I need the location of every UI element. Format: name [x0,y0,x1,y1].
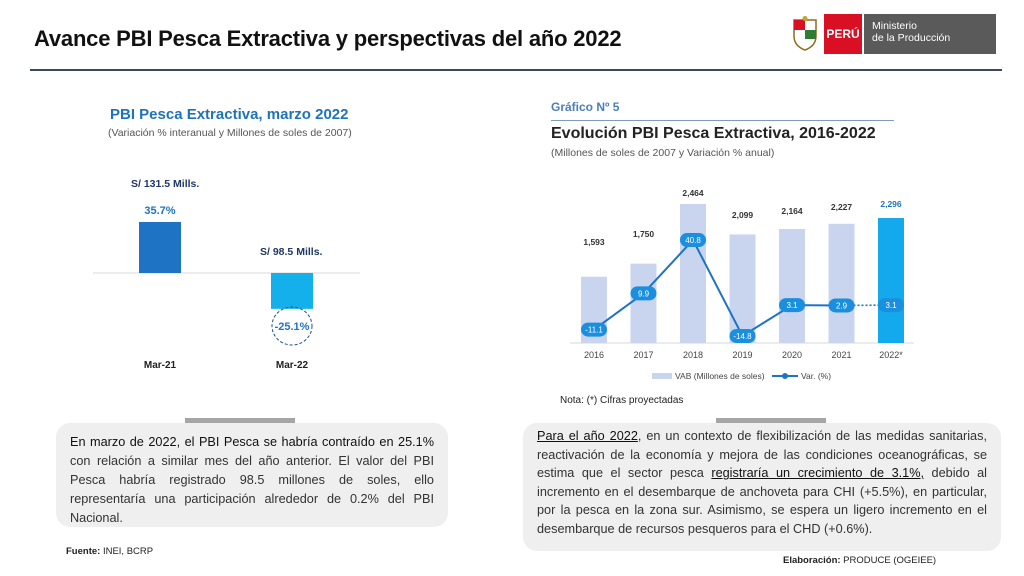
right-chart-point-marker [779,298,805,313]
right-chart-bar-label: 2,099 [732,210,754,220]
left-chart-highlight-circle [271,306,313,346]
left-box-tab [185,418,295,424]
chart-tag-divider [551,120,894,121]
right-chart-bar [878,218,904,343]
source-value: INEI, BCRP [100,546,154,557]
right-chart-bar-label: 2,464 [682,188,704,198]
right-chart-x-tick: 2019 [732,350,752,360]
left-chart-bar [139,222,181,273]
left-commentary-lead: En marzo de 2022, el PBI Pesca se habría… [70,435,434,449]
legend-bar-label: VAB (Millones de soles) [675,371,765,381]
right-chart-point-marker [680,233,706,247]
right-chart-point-marker [729,329,756,343]
right-chart-bar-label: 2,164 [781,206,803,216]
right-chart-bar [828,223,855,343]
coat-of-arms-icon [788,14,822,54]
legend-bar-swatch [652,373,672,379]
chart-number-tag: Gráfico Nº 5 [551,100,620,114]
right-chart-x-tick: 2018 [683,350,703,360]
peru-brand: PERÚ [822,14,862,54]
right-chart-point-label: -14.8 [733,332,752,341]
right-chart-bar-label: 1,593 [583,237,605,247]
right-commentary-lead: Para el año 2022 [537,429,638,443]
left-chart-x-tick: Mar-21 [144,360,177,371]
right-chart-bar [630,263,657,343]
right-chart-bar [680,204,706,343]
right-commentary-highlight: registraría un crecimiento de 3.1%, [711,466,925,480]
right-commentary-box: Para el año 2022, en un contexto de flex… [523,423,1001,551]
left-chart-bar [271,273,313,309]
left-chart-subtitle: (Variación % interanual y Millones de so… [108,127,352,139]
source-label: Fuente: [66,546,101,557]
right-chart-x-tick: 2022* [879,350,903,360]
right-chart-x-tick: 2020 [782,350,802,360]
right-box-tab [716,418,826,424]
right-chart-point-label: 2.9 [836,301,848,310]
left-chart-value-label: -25.1% [275,321,310,333]
right-chart-bar [729,234,756,343]
source-note: Fuente: INEI, BCRP [66,546,153,557]
right-chart-point-label: 3.1 [786,301,798,310]
right-chart-x-tick: 2016 [584,350,604,360]
right-chart-point-label: -11.1 [585,326,603,335]
right-chart-point-marker [828,298,855,313]
left-commentary-body: con relación a similar mes del año anter… [70,454,434,525]
right-chart-point-marker [630,286,657,301]
right-chart-bar-label: 2,296 [880,199,902,209]
right-chart-point-marker [581,322,607,337]
legend-line-marker [782,373,788,379]
right-chart-point-label: 40.8 [685,236,701,245]
produce-logo: PERÚ Ministerio de la Producción [788,14,996,54]
right-chart-title: Evolución PBI Pesca Extractiva, 2016-202… [551,125,876,142]
right-chart-bar [779,229,805,343]
right-commentary-part2: debido al incremento en el desembarque d… [537,466,987,536]
right-commentary-part1: , en un contexto de flexibilización de l… [537,429,987,480]
chart-note: Nota: (*) Cifras proyectadas [560,395,684,406]
left-commentary-end: . [119,511,123,525]
right-chart-subtitle: (Millones de soles de 2007 y Variación %… [551,147,775,159]
right-chart-x-tick: 2017 [633,350,653,360]
left-chart-title: PBI Pesca Extractiva, marzo 2022 [110,106,349,123]
right-chart-x-tick: 2021 [831,350,851,360]
ministry-line2: de la Producción [872,32,951,44]
elaboration-value: PRODUCE (OGEIEE) [840,555,937,566]
right-chart-bar-label: 2,227 [831,202,853,212]
ministry-name: Ministerio de la Producción [862,14,996,54]
right-chart-bar-label: 1,750 [633,229,655,239]
right-chart-point-label: 3.1 [885,301,897,310]
elaboration-note: Elaboración: PRODUCE (OGEIEE) [783,555,936,566]
left-chart-amount-label: S/ 131.5 Mills. [131,178,199,190]
left-chart-value-label: 35.7% [144,205,175,217]
left-commentary-box: En marzo de 2022, el PBI Pesca se habría… [56,423,448,527]
page-title: Avance PBI Pesca Extractiva y perspectiv… [34,26,622,51]
elaboration-label: Elaboración: [783,555,841,566]
ministry-line1: Ministerio [872,20,917,32]
left-chart-x-tick: Mar-22 [276,360,309,371]
legend-line-label: Var. (%) [801,371,831,381]
title-divider [30,69,1002,71]
right-chart-point-marker [878,298,904,313]
right-chart-point-label: 9.9 [638,289,650,298]
left-chart-amount-label: S/ 98.5 Mills. [260,246,323,258]
